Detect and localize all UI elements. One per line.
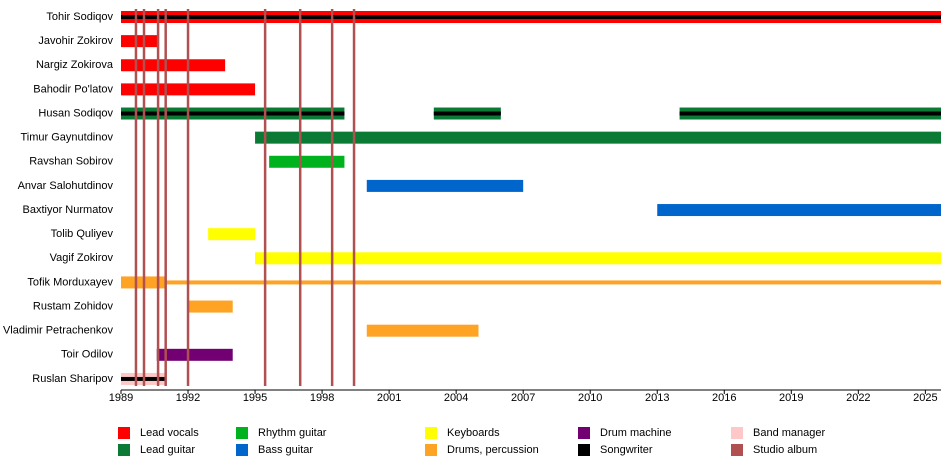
x-tick-label: 1989 [109,392,133,404]
role-bar [208,228,256,241]
role-bar [255,131,942,144]
member-name: Tolib Quliyev [51,228,114,240]
member-name: Anvar Salohutdinov [18,180,114,192]
member-name: Vladimir Petrachenkov [3,325,114,337]
member-name: Tofik Morduxayev [27,276,113,288]
legend-label: Lead vocals [140,427,199,439]
role-bar [121,59,226,72]
role-bar [188,300,233,313]
legend-label: Studio album [753,444,817,456]
x-tick-label: 2016 [712,392,736,404]
legend-swatch [425,427,437,439]
legend-swatch [118,427,130,439]
role-bar [269,155,345,168]
x-tick-label: 2004 [444,392,468,404]
legend-swatch [578,427,590,439]
legend-swatch [236,444,248,456]
role-bar [156,348,233,361]
songwriter-stripe [121,15,941,19]
x-tick-label: 1992 [176,392,200,404]
member-name: Ravshan Sobirov [29,156,113,168]
songwriter-stripe [121,111,345,116]
role-bar [121,35,159,48]
x-tick-label: 2007 [511,392,535,404]
role-bar [366,324,479,337]
songwriter-stripe [433,111,501,116]
member-name: Tohir Sodiqov [46,11,113,23]
legend-label: Songwriter [600,444,653,456]
legend-label: Drums, percussion [447,444,539,456]
member-name: Javohir Zokirov [38,35,113,47]
x-tick-label: 2019 [779,392,803,404]
legend-swatch [731,444,743,456]
x-tick-label: 1995 [243,392,267,404]
role-bar [657,204,941,217]
x-tick-label: 1998 [310,392,334,404]
role-bar [165,280,941,285]
member-name: Toir Odilov [61,349,113,361]
legend-label: Drum machine [600,427,672,439]
member-name: Timur Gaynutdinov [20,132,113,144]
x-tick-label: 2010 [578,392,602,404]
x-tick-label: 2025 [913,392,937,404]
role-bar [255,252,942,265]
member-name: Ruslan Sharipov [32,373,113,385]
member-name: Rustam Zohidov [33,300,114,312]
member-name: Vagif Zokirov [50,252,114,264]
legend-label: Bass guitar [258,444,313,456]
x-tick-label: 2013 [645,392,669,404]
legend-label: Band manager [753,427,825,439]
member-name: Baxtiyor Nurmatov [23,204,114,216]
legend-label: Keyboards [447,427,500,439]
role-bar [366,179,524,192]
legend-swatch [118,444,130,456]
legend-label: Lead guitar [140,444,195,456]
member-name: Husan Sodiqov [38,107,113,119]
legend-swatch [578,444,590,456]
x-tick-label: 2022 [846,392,870,404]
x-tick-label: 2001 [377,392,401,404]
member-name: Bahodir Po'latov [33,83,113,95]
songwriter-stripe [679,111,941,116]
legend-swatch [425,444,437,456]
legend-swatch [236,427,248,439]
member-name: Nargiz Zokirova [36,59,114,71]
legend-label: Rhythm guitar [258,427,327,439]
legend-swatch [731,427,743,439]
